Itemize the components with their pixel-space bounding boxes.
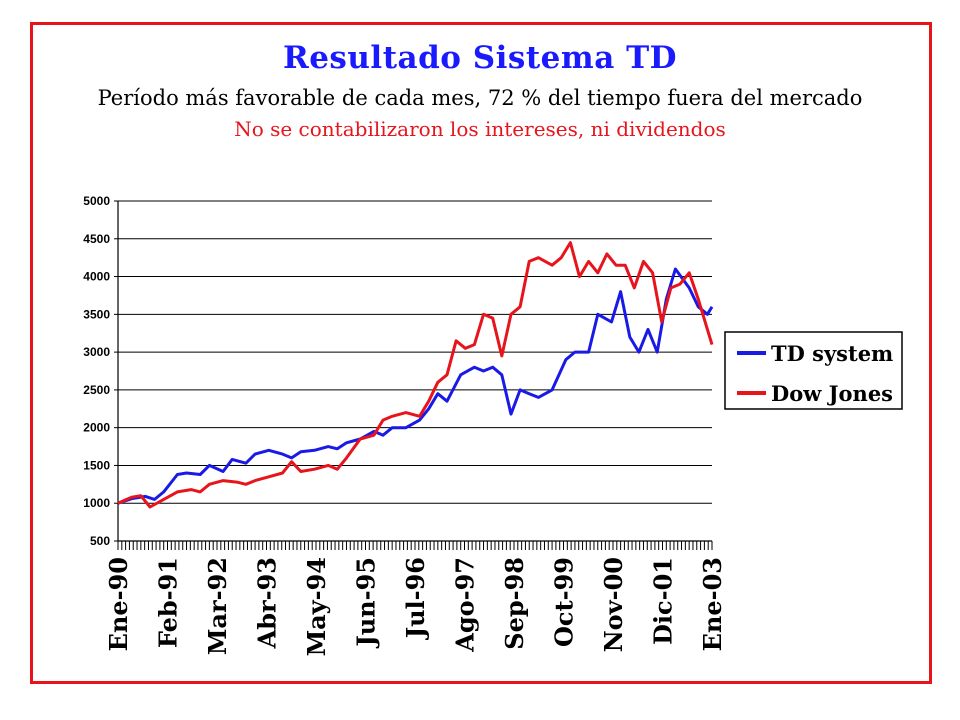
slide-note: No se contabilizaron los intereses, ni d…: [234, 117, 726, 141]
legend-box: [724, 331, 903, 410]
legend-label-td: TD system: [771, 341, 893, 366]
y-tick-label: 5000: [83, 194, 110, 208]
x-tick-label: Ago-97: [450, 557, 479, 653]
x-tick-label: Oct-99: [550, 557, 579, 647]
y-tick-label: 3000: [83, 345, 110, 359]
x-tick-label: Nov-00: [599, 557, 628, 652]
y-tick-label: 4000: [83, 270, 110, 284]
legend-label-dow: Dow Jones: [771, 381, 893, 406]
x-tick-label: May-94: [302, 557, 331, 656]
x-tick-label: Mar-92: [203, 557, 232, 655]
y-tick-label: 1500: [83, 458, 110, 472]
y-tick-label: 500: [90, 534, 110, 548]
x-tick-label: Dic-01: [649, 557, 678, 645]
x-tick-label: Feb-91: [153, 557, 182, 648]
y-tick-label: 1000: [83, 496, 110, 510]
y-tick-label: 2000: [83, 421, 110, 435]
x-tick-label: Ene-03: [698, 557, 727, 651]
slide-subtitle: Período más favorable de cada mes, 72 % …: [97, 86, 863, 110]
x-tick-label: Ene-90: [104, 557, 133, 651]
series-line-dow-jones: [117, 241, 714, 509]
chart-grid: [118, 200, 712, 504]
x-tick-label: Sep-98: [500, 557, 529, 650]
x-tick-label: Abr-93: [253, 557, 282, 649]
x-axis: Ene-90 Feb-91 Mar-92 Abr-93 May-94 Jun-95 Jul-…: [104, 540, 727, 656]
series-line-td-system: [117, 267, 714, 505]
x-tick-label: Jul-96: [401, 557, 430, 640]
x-tick-label: Jun-95: [352, 557, 381, 649]
y-axis: 500 1000 1500 2000 2500 3000 3500 4000 4500 5000: [83, 194, 119, 548]
chart-series: [117, 241, 714, 509]
slide-title: Resultado Sistema TD: [282, 40, 678, 76]
y-tick-label: 4500: [83, 232, 110, 246]
y-tick-label: 3500: [83, 307, 110, 321]
y-tick-label: 2500: [83, 383, 110, 397]
chart-legend: TD system Dow Jones: [724, 331, 903, 410]
